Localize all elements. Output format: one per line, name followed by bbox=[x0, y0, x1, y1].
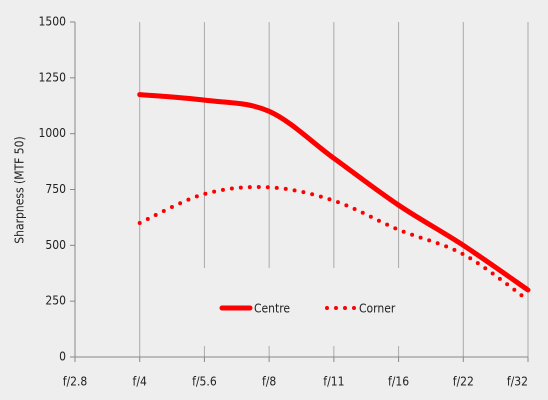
y-tick-label: 1000 bbox=[39, 126, 67, 140]
y-tick-label: 1500 bbox=[39, 15, 67, 29]
x-tick-label: f/16 bbox=[388, 375, 409, 389]
y-tick-label: 0 bbox=[59, 350, 66, 364]
series-line bbox=[137, 92, 531, 293]
legend-label: Corner bbox=[359, 302, 396, 316]
x-tick-label: f/2.8 bbox=[63, 375, 88, 389]
x-tick-label: f/4 bbox=[133, 375, 147, 389]
y-tick-label: 500 bbox=[45, 238, 66, 252]
y-axis-label: Sharpness (MTF 50) bbox=[13, 136, 27, 243]
legend-box bbox=[178, 268, 456, 346]
series-line bbox=[137, 184, 530, 303]
y-tick-label: 750 bbox=[45, 182, 66, 196]
x-tick-label: f/11 bbox=[323, 375, 344, 389]
y-tick-label: 250 bbox=[45, 294, 66, 308]
legend-label: Centre bbox=[254, 302, 290, 316]
x-tick-label: f/5.6 bbox=[192, 375, 217, 389]
x-tick-label: f/32 bbox=[507, 375, 528, 389]
x-tick-label: f/22 bbox=[453, 375, 474, 389]
y-tick-label: 1250 bbox=[39, 70, 67, 84]
x-tick-label: f/8 bbox=[262, 375, 276, 389]
